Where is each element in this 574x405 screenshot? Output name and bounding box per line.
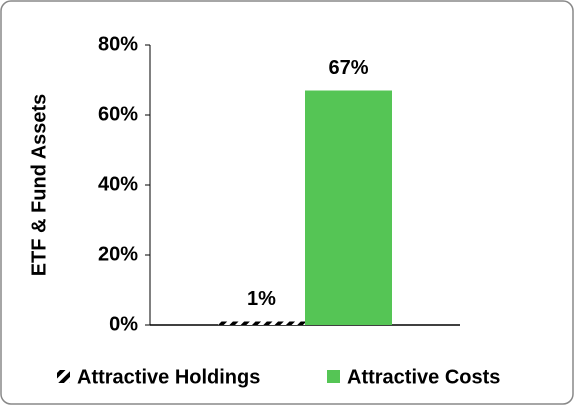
- bar: [218, 321, 305, 325]
- value-label: 67%: [328, 57, 368, 79]
- legend-label: Attractive Holdings: [77, 366, 260, 388]
- value-label: 1%: [247, 288, 276, 310]
- y-tick-label: 20%: [98, 243, 138, 265]
- y-tick-label: 60%: [98, 103, 138, 125]
- legend-swatch: [327, 370, 340, 383]
- y-axis-title: ETF & Fund Assets: [28, 94, 50, 277]
- bar: [305, 90, 392, 325]
- legend-label: Attractive Costs: [347, 366, 500, 388]
- y-tick-label: 0%: [109, 313, 138, 335]
- legend-swatch: [57, 370, 70, 383]
- y-tick-label: 80%: [98, 33, 138, 55]
- y-tick-label: 40%: [98, 173, 138, 195]
